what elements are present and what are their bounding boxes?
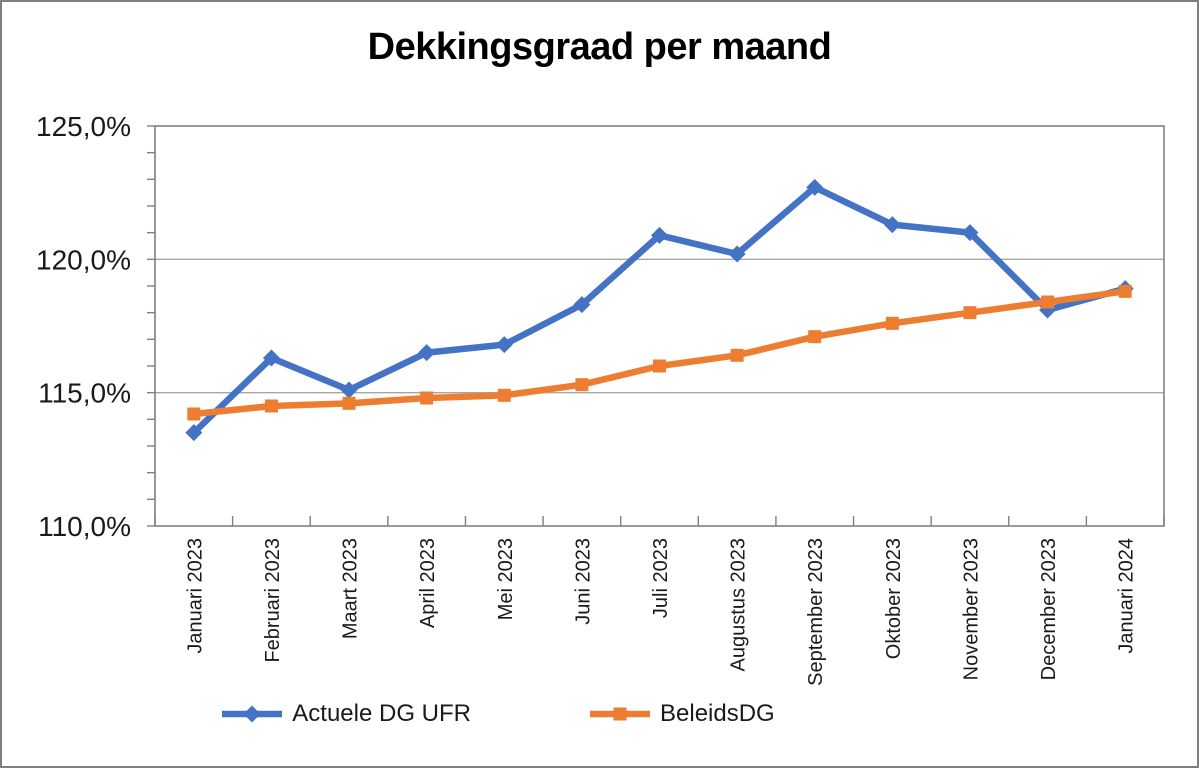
x-axis-label: April 2023 (417, 538, 439, 628)
data-point-marker (342, 396, 356, 410)
legend-item-actuele-dg-ufr: Actuele DG UFR (221, 700, 471, 728)
data-point-marker (963, 306, 977, 320)
data-point-marker (495, 336, 513, 354)
data-point-marker (961, 224, 979, 242)
data-point-marker (730, 348, 744, 362)
y-axis-label: 115,0% (38, 378, 131, 409)
x-axis-label: Juni 2023 (572, 538, 594, 625)
series-line-beleidsdg (190, 288, 1129, 418)
data-point-marker (418, 344, 436, 362)
square-marker-icon (613, 707, 627, 721)
chart-title: Dekkingsgraad per maand (367, 26, 832, 68)
x-axis-label: December 2023 (1038, 538, 1060, 680)
x-axis-label: Januari 2023 (184, 538, 206, 654)
legend-label: BeleidsDG (660, 700, 775, 727)
data-point-marker (575, 378, 589, 392)
data-point-marker (187, 407, 201, 421)
y-axis-label: 110,0% (38, 511, 131, 542)
data-point-marker (883, 216, 901, 234)
diamond-marker-icon (243, 705, 261, 723)
x-axis-label: Juli 2023 (650, 538, 672, 618)
data-point-marker (262, 349, 280, 367)
data-point-marker (1118, 284, 1132, 298)
x-axis-label: November 2023 (960, 538, 982, 680)
x-axis-label: Maart 2023 (340, 538, 362, 639)
legend-swatch (590, 707, 650, 721)
x-axis-label: September 2023 (805, 538, 827, 686)
data-point-marker (808, 330, 822, 344)
data-point-marker (264, 399, 278, 413)
data-point-marker (497, 388, 511, 402)
legend: Actuele DG UFR BeleidsDG (2, 700, 994, 728)
data-point-marker (420, 391, 434, 405)
legend-label: Actuele DG UFR (292, 700, 471, 727)
x-axis-label: Januari 2024 (1116, 538, 1138, 654)
plot-area-border (154, 125, 1165, 527)
data-point-marker (885, 316, 899, 330)
data-point-marker (340, 381, 358, 399)
x-axis-label: Oktober 2023 (883, 538, 905, 659)
x-axis-label: Augustus 2023 (728, 538, 750, 671)
legend-item-beleidsdg: BeleidsDG (589, 700, 775, 728)
data-point-marker (728, 245, 746, 263)
data-point-marker (185, 424, 203, 442)
x-axis-label: Februari 2023 (262, 538, 284, 663)
data-point-marker (806, 178, 824, 196)
data-point-marker (653, 359, 666, 373)
y-axis-label: 125,0% (36, 111, 131, 142)
data-point-marker (1041, 295, 1055, 309)
data-point-marker (651, 226, 668, 244)
legend-swatch (222, 705, 283, 723)
data-point-marker (573, 296, 591, 314)
x-axis-label: Mei 2023 (495, 538, 517, 620)
y-axis-label: 120,0% (36, 244, 131, 275)
